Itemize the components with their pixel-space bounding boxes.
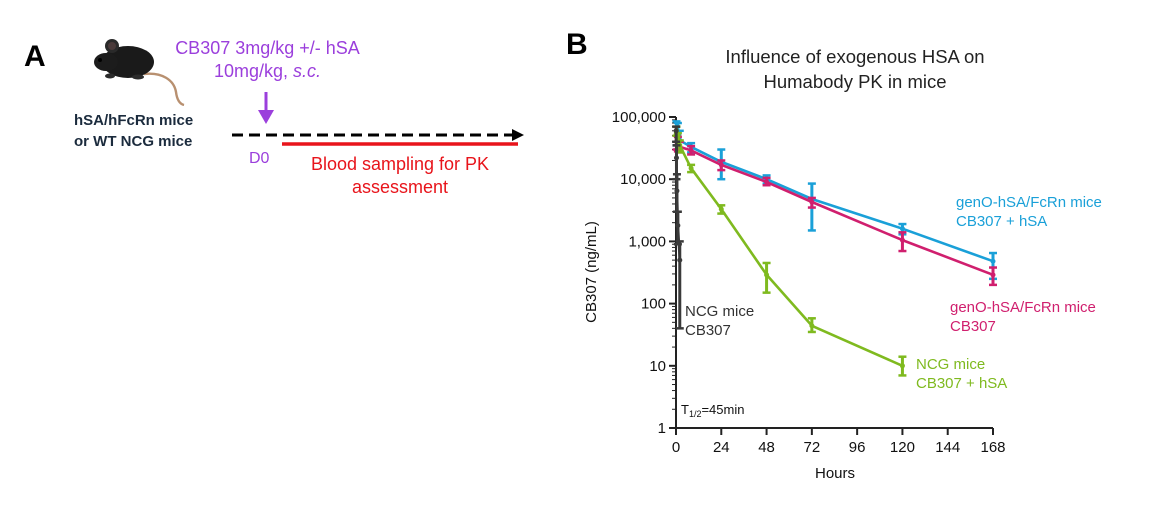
legend-gray: NCG mice CB307: [685, 303, 758, 339]
legend-blue-line-1: genO-hSA/FcRn mice: [956, 194, 1102, 211]
x-tick-label-96: 96: [849, 439, 866, 456]
sampling-line-2: assessment: [351, 177, 449, 197]
data-point-3-0: [673, 128, 679, 134]
label-layer: CB307 (ng/mL) Hours T1/2=45min genO-hSA/…: [583, 194, 1106, 482]
dosing-line-1: CB307 3mg/kg +/- hSA: [175, 38, 360, 58]
data-point-0-7: [899, 226, 905, 232]
dosing-line-2: 10mg/kg, s.c.: [155, 60, 380, 83]
sampling-line-1: Blood sampling for PK: [310, 154, 490, 174]
blood-sampling-label: Blood sampling for PK assessment: [280, 153, 520, 199]
legend-green: NCG mice CB307 + hSA: [916, 356, 1007, 392]
data-point-1-8: [990, 272, 996, 278]
data-point-1-3: [688, 147, 694, 153]
series-2: [672, 125, 907, 377]
y-axis-label: CB307 (ng/mL): [583, 221, 600, 323]
legend-blue: genO-hSA/FcRn mice CB307 + hSA: [956, 194, 1106, 230]
y-tick-label-10000: 10,000: [620, 171, 666, 188]
chart-title-line-2: Humabody PK in mice: [763, 71, 947, 92]
data-point-3-4: [677, 257, 683, 263]
data-point-2-6: [809, 323, 815, 329]
x-tick-label-72: 72: [804, 439, 821, 456]
x-tick-label-144: 144: [935, 439, 960, 456]
y-tick-label-10: 10: [649, 358, 666, 375]
day-zero-label: D0: [249, 150, 270, 167]
y-tick-label-100000: 100,000: [612, 109, 666, 126]
series-3: [672, 125, 684, 330]
dosing-route: s.c.: [293, 61, 322, 81]
data-point-3-3: [675, 223, 681, 229]
dosing-arrow: [258, 92, 274, 124]
x-tick-label-0: 0: [672, 439, 680, 456]
series-layer: [672, 120, 997, 377]
legend-magenta-line-1: genO-hSA/FcRn mice: [950, 299, 1096, 316]
legend-gray-line-2: CB307: [685, 322, 731, 339]
mouse-line-2: or WT NCG mice: [74, 133, 193, 150]
legend-gray-line-1: NCG mice: [685, 303, 754, 320]
timeline-arrowhead: [512, 129, 524, 141]
data-point-2-4: [718, 206, 724, 212]
mouse-illustration: [94, 39, 185, 106]
axes-layer: 1 10 100 1,000 10,000 100,000 0 24 48 72 96 120 144 1…: [612, 109, 1006, 456]
x-tick-label-24: 24: [713, 439, 730, 456]
panel-a-label: A: [24, 40, 46, 73]
half-life-sub: 1/2: [689, 409, 702, 419]
x-tick-label-120: 120: [890, 439, 915, 456]
timeline: [232, 129, 524, 146]
data-point-1-4: [718, 162, 724, 168]
series-line-0: [675, 131, 994, 263]
y-tick-label-100: 100: [641, 296, 666, 313]
dosing-regimen: CB307 3mg/kg +/- hSA 10mg/kg, s.c.: [155, 37, 380, 83]
x-axis-label: Hours: [815, 465, 855, 482]
legend-green-line-2: CB307 + hSA: [916, 375, 1007, 392]
data-point-2-5: [764, 272, 770, 278]
x-tick-label-48: 48: [758, 439, 775, 456]
legend-magenta: genO-hSA/FcRn mice CB307: [950, 299, 1100, 335]
data-point-1-6: [809, 199, 815, 205]
series-0: [672, 120, 997, 281]
data-point-3-2: [674, 188, 680, 194]
legend-magenta-line-2: CB307: [950, 318, 996, 335]
panel-b-label: B: [566, 28, 588, 61]
data-point-1-5: [764, 179, 770, 185]
half-life-t: T: [681, 402, 689, 417]
mouse-line-1: hSA/hFcRn mice: [74, 112, 194, 129]
y-tick-label-1: 1: [658, 420, 666, 437]
x-tick-label-168: 168: [980, 439, 1005, 456]
data-point-0-8: [990, 258, 996, 264]
dosing-dose: 10mg/kg,: [213, 61, 294, 81]
data-point-2-7: [899, 363, 905, 369]
chart-title: Influence of exogenous HSA on Humabody P…: [680, 44, 1030, 94]
legend-blue-line-2: CB307 + hSA: [956, 213, 1047, 230]
mouse-strain-label: hSA/hFcRn mice or WT NCG mice: [74, 110, 193, 152]
legend-green-line-1: NCG mice: [916, 356, 985, 373]
data-point-3-1: [673, 155, 679, 161]
chart-title-line-1: Influence of exogenous HSA on: [725, 46, 985, 67]
data-point-1-7: [899, 237, 905, 243]
half-life-annotation: T1/2=45min: [681, 402, 744, 419]
half-life-value: =45min: [701, 402, 744, 417]
data-point-2-3: [688, 165, 694, 171]
y-tick-label-1000: 1,000: [628, 233, 666, 250]
